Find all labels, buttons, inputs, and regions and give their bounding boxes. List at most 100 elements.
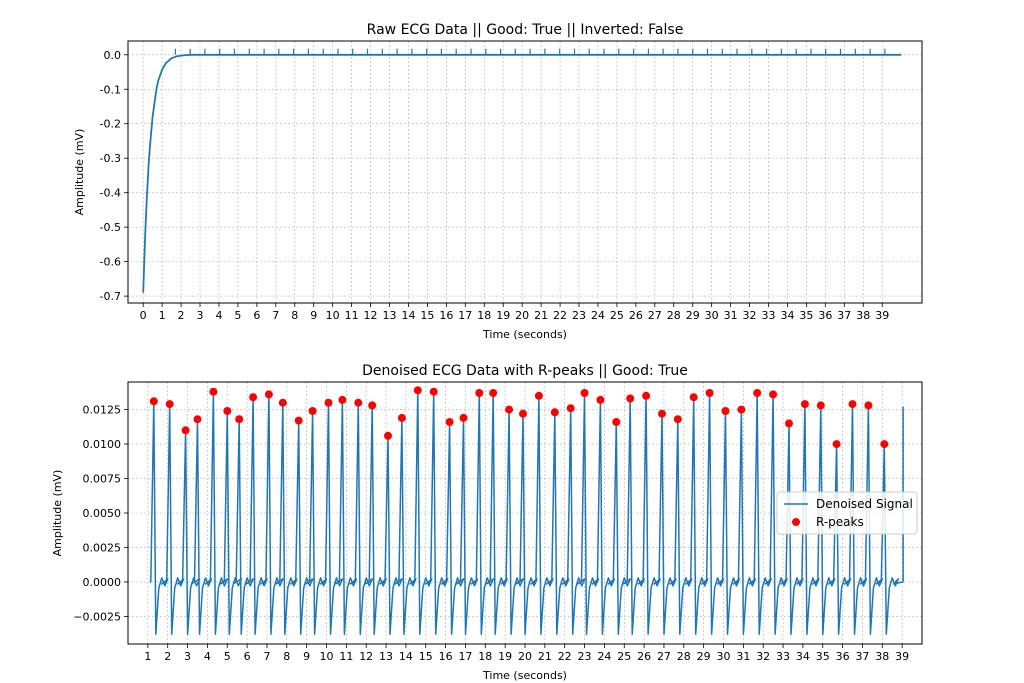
y-tick-label: 0.0 xyxy=(104,49,122,62)
r-peak-marker xyxy=(800,400,809,409)
r-peak-marker xyxy=(165,400,174,409)
x-tick-label: 38 xyxy=(875,650,889,663)
x-tick-label: 13 xyxy=(379,650,393,663)
x-tick-label: 38 xyxy=(856,309,870,322)
r-peak-marker xyxy=(848,400,857,409)
y-tick-label: -0.5 xyxy=(100,221,121,234)
raw-ecg-line xyxy=(142,53,902,293)
r-peak-marker xyxy=(832,440,841,449)
y-tick-label: 0.0000 xyxy=(83,576,122,589)
r-peak-marker xyxy=(294,416,303,425)
r-peak-marker xyxy=(209,387,218,396)
plot-area xyxy=(149,386,904,636)
y-tick-label: 0.0075 xyxy=(83,473,122,486)
legend-label-rpeaks: R-peaks xyxy=(816,515,864,529)
x-axis-ticks: 1 2 3 4 5 6 7 8 9 10 11 12 13 14 15 16 17 18 19 20 21 22 23 24 2… xyxy=(144,644,909,663)
y-axis-ticks: −0.0025 0.0000 0.0025 0.0050 0.0075 0.0100 0.0… xyxy=(73,404,128,623)
y-tick-label: -0.3 xyxy=(100,152,121,165)
x-tick-label: 35 xyxy=(816,650,830,663)
x-tick-label: 25 xyxy=(610,309,624,322)
chart-title: Denoised ECG Data with R-peaks || Good: … xyxy=(362,363,688,379)
r-peak-marker xyxy=(705,389,714,397)
x-tick-label: 30 xyxy=(717,650,731,663)
x-tick-label: 27 xyxy=(657,650,671,663)
x-tick-label: 12 xyxy=(364,309,378,322)
r-peak-marker xyxy=(324,398,333,407)
x-tick-label: 17 xyxy=(458,309,472,322)
x-tick-label: 26 xyxy=(637,650,651,663)
r-peak-marker xyxy=(505,405,514,414)
r-peak-marker xyxy=(445,418,454,426)
x-tick-label: 18 xyxy=(478,650,492,663)
x-tick-label: 27 xyxy=(648,309,662,322)
x-tick-label: 19 xyxy=(496,309,510,322)
r-peak-marker xyxy=(459,413,468,422)
r-peak-marker xyxy=(721,407,730,415)
x-tick-label: 4 xyxy=(215,309,222,322)
r-peak-marker xyxy=(596,395,605,404)
x-tick-label: 26 xyxy=(629,309,643,322)
raw-ecg-chart: Raw ECG Data || Good: True || Inverted: … xyxy=(73,22,923,341)
x-tick-label: 7 xyxy=(272,309,279,322)
x-tick-label: 18 xyxy=(477,309,491,322)
r-peak-marker xyxy=(658,409,666,418)
r-peak-marker xyxy=(642,391,651,400)
x-tick-label: 34 xyxy=(780,309,794,322)
r-peak-marker xyxy=(489,389,498,397)
x-tick-label: 35 xyxy=(799,309,813,322)
r-peak-marker xyxy=(673,415,682,424)
y-tick-label: -0.2 xyxy=(100,118,121,131)
x-tick-label: 24 xyxy=(597,650,611,663)
r-peak-marker xyxy=(566,404,575,413)
y-tick-label: -0.4 xyxy=(100,187,121,200)
x-tick-label: 19 xyxy=(498,650,512,663)
x-tick-label: 11 xyxy=(339,650,353,663)
denoised-ecg-chart: Denoised ECG Data with R-peaks || Good: … xyxy=(51,363,923,682)
plot-frame xyxy=(127,40,923,304)
x-tick-label: 13 xyxy=(383,309,397,322)
r-peak-marker xyxy=(368,401,377,410)
x-tick-label: 36 xyxy=(818,309,832,322)
r-peak-marker xyxy=(278,398,287,407)
y-tick-label: 0.0125 xyxy=(83,404,122,417)
plot-area xyxy=(142,48,902,293)
r-peak-marker xyxy=(193,415,202,424)
r-peak-marker xyxy=(413,386,422,395)
legend-marker-swatch xyxy=(792,518,800,526)
r-peak-marker xyxy=(580,389,589,397)
x-tick-label: 32 xyxy=(743,309,757,322)
y-tick-label: 0.0050 xyxy=(83,507,122,520)
r-peak-marker xyxy=(864,401,873,410)
r-peak-marker xyxy=(235,415,244,424)
r-peak-marker xyxy=(308,407,317,415)
r-peak-marker xyxy=(880,440,889,449)
x-tick-label: 29 xyxy=(686,309,700,322)
x-tick-label: 2 xyxy=(178,309,185,322)
x-tick-label: 37 xyxy=(837,309,851,322)
x-tick-label: 1 xyxy=(144,650,151,663)
x-tick-label: 23 xyxy=(572,309,586,322)
r-peak-marker xyxy=(384,431,392,440)
x-tick-label: 6 xyxy=(244,650,251,663)
r-peak-marker xyxy=(181,426,190,435)
x-tick-label: 30 xyxy=(705,309,719,322)
r-peak-marker xyxy=(550,408,559,417)
x-tick-label: 23 xyxy=(578,650,592,663)
x-tick-label: 29 xyxy=(697,650,711,663)
r-peak-marker xyxy=(429,387,438,396)
r-peak-marker xyxy=(612,418,621,426)
r-peak-marker xyxy=(626,394,635,403)
x-tick-label: 15 xyxy=(419,650,433,663)
r-peak-marker xyxy=(534,391,543,400)
legend-label-denoised: Denoised Signal xyxy=(816,497,913,511)
x-tick-label: 7 xyxy=(263,650,270,663)
y-tick-label: 0.0100 xyxy=(83,438,122,451)
r-peak-marker xyxy=(338,395,347,404)
r-peak-marker xyxy=(769,390,778,399)
y-tick-label: -0.6 xyxy=(100,256,121,269)
x-tick-label: 12 xyxy=(359,650,373,663)
r-peak-marker xyxy=(519,409,527,418)
x-tick-label: 17 xyxy=(458,650,472,663)
x-tick-label: 31 xyxy=(736,650,750,663)
y-axis-label: Amplitude (mV) xyxy=(73,129,86,216)
